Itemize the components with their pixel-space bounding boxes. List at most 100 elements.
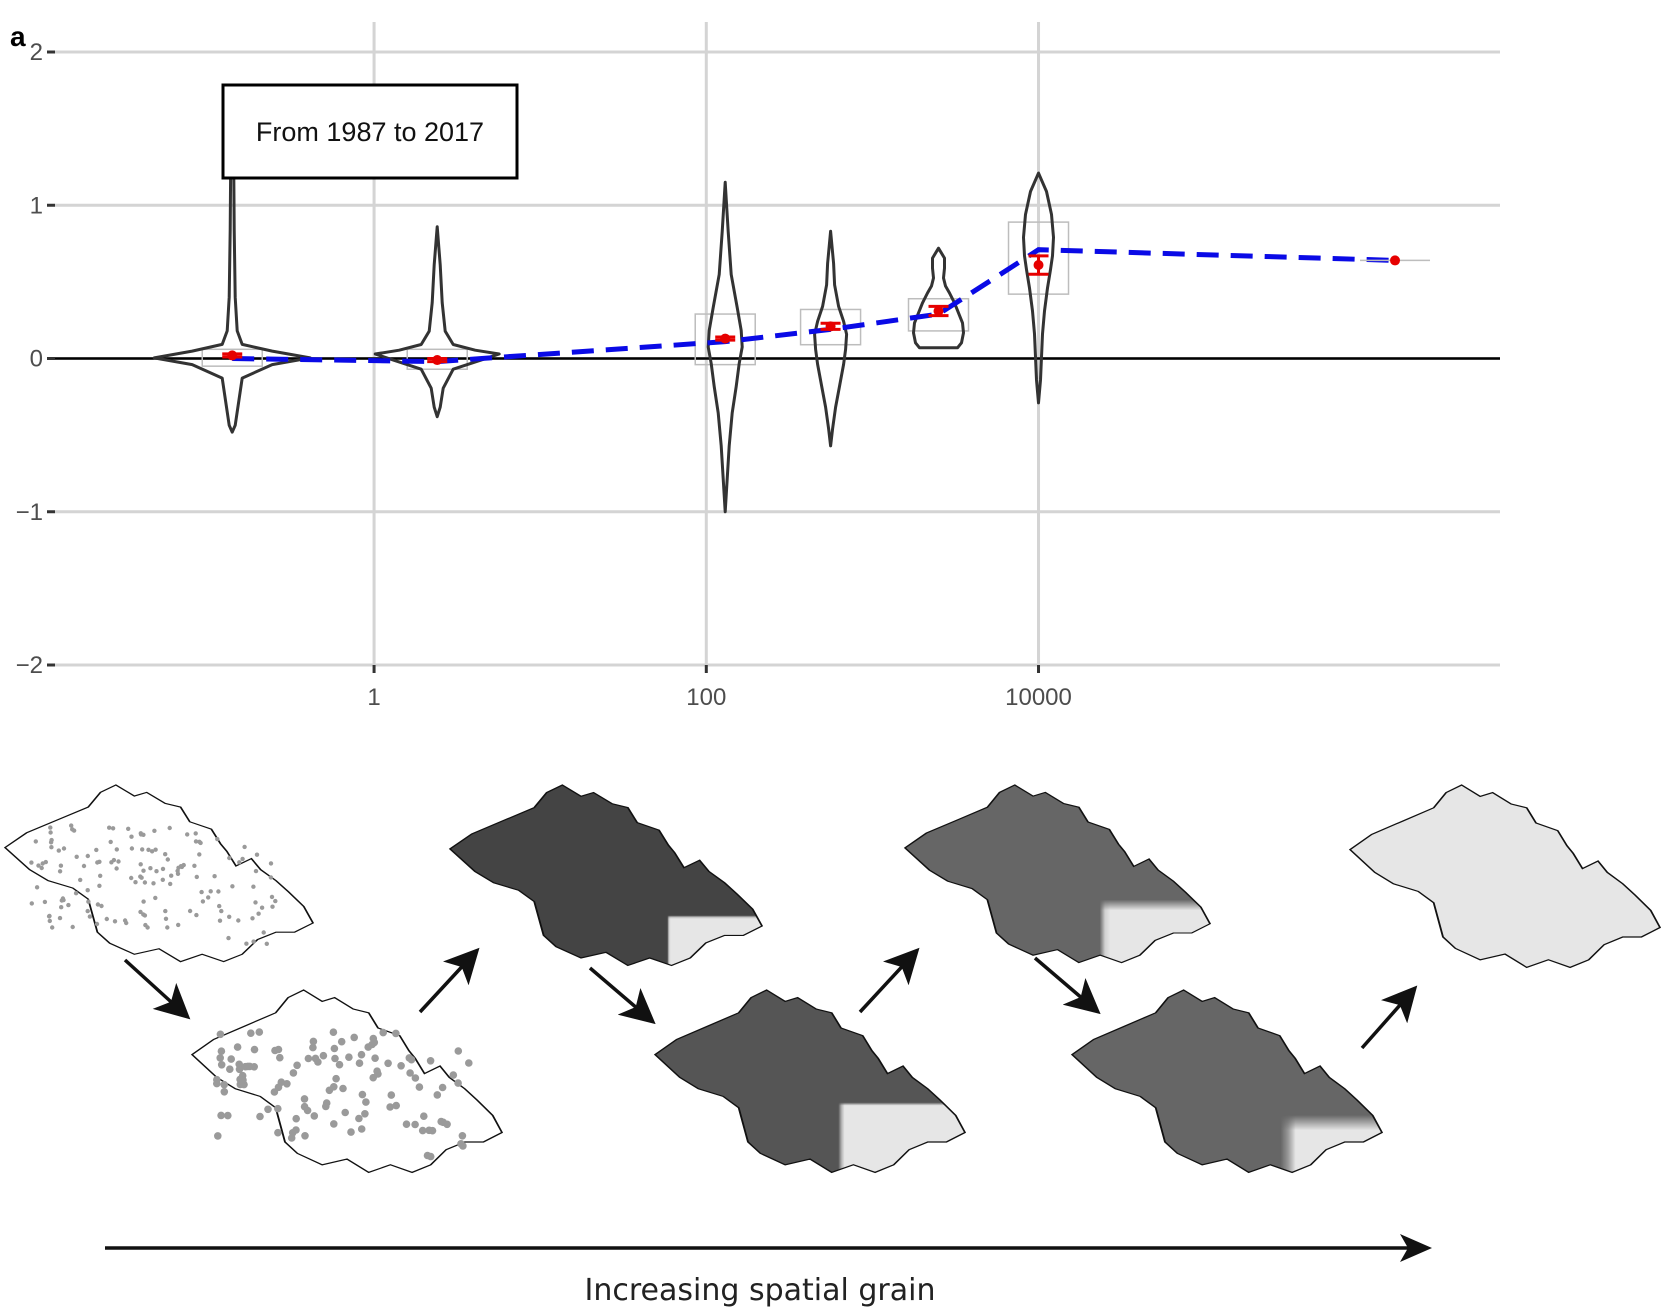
occurrence-point bbox=[138, 862, 143, 867]
occurrence-point bbox=[387, 1091, 396, 1099]
occurrence-point bbox=[371, 1054, 379, 1062]
mean-point-4 bbox=[933, 305, 944, 316]
occurrence-point bbox=[192, 863, 197, 868]
occurrence-point bbox=[300, 1095, 309, 1103]
occurrence-point bbox=[330, 1120, 338, 1128]
occurrence-point bbox=[325, 1086, 334, 1095]
occurrence-point bbox=[114, 847, 120, 852]
arrow-down-3 bbox=[1033, 956, 1101, 1015]
occurrence-point bbox=[94, 921, 100, 927]
occurrence-point bbox=[208, 889, 213, 894]
occurrence-point bbox=[433, 1091, 442, 1099]
axes: 2 1 0 −1 −2 1 100 10000 bbox=[16, 39, 1072, 711]
occurrence-point bbox=[420, 1112, 428, 1120]
occurrence-point bbox=[224, 1111, 232, 1120]
arrow-up-2 bbox=[858, 947, 920, 1014]
occurrence-point bbox=[146, 847, 151, 852]
arrow-up-1 bbox=[418, 947, 480, 1014]
occurrence-point bbox=[220, 1080, 228, 1089]
occurrence-point bbox=[273, 898, 278, 904]
occurrence-point bbox=[129, 846, 135, 851]
inset-legend-text: From 1987 to 2017 bbox=[256, 117, 484, 147]
occurrence-point bbox=[168, 881, 173, 887]
occurrence-point bbox=[438, 1083, 447, 1092]
sparse-point-cloud bbox=[29, 823, 278, 946]
occurrence-point bbox=[42, 899, 48, 905]
occurrence-point bbox=[111, 857, 117, 863]
occurrence-point bbox=[437, 1117, 446, 1126]
occurrence-point bbox=[56, 848, 61, 853]
occurrence-point bbox=[270, 1088, 279, 1096]
occurrence-point bbox=[49, 837, 54, 843]
occurrence-point bbox=[216, 889, 221, 894]
occurrence-point bbox=[374, 1070, 382, 1078]
occurrence-point bbox=[78, 877, 83, 883]
occurrence-point bbox=[362, 1098, 370, 1106]
x-tick-label-0: 1 bbox=[367, 684, 380, 711]
occurrence-point bbox=[233, 1043, 242, 1051]
occurrence-point bbox=[212, 874, 217, 879]
occurrence-point bbox=[216, 1030, 225, 1039]
occurrence-point bbox=[138, 832, 144, 837]
occurrence-point bbox=[217, 1061, 226, 1069]
occurrence-point bbox=[57, 869, 63, 874]
occurrence-point bbox=[411, 1074, 420, 1082]
occurrence-point bbox=[219, 908, 224, 914]
occurrence-point bbox=[217, 1111, 225, 1120]
occurrence-point bbox=[256, 911, 261, 916]
occurrence-point bbox=[332, 1074, 340, 1083]
occurrence-point bbox=[397, 1062, 405, 1070]
occurrence-point bbox=[70, 827, 75, 832]
occurrence-point bbox=[85, 908, 90, 914]
occurrence-point bbox=[283, 1080, 291, 1088]
occurrence-point bbox=[240, 856, 245, 862]
occurrence-point bbox=[426, 1057, 435, 1065]
map-fine-grid bbox=[450, 785, 762, 965]
occurrence-point bbox=[407, 1055, 416, 1064]
occurrence-point bbox=[331, 1054, 339, 1063]
occurrence-point bbox=[292, 1126, 300, 1134]
final-point bbox=[1390, 255, 1401, 266]
arrow-down-1 bbox=[123, 958, 191, 1020]
occurrence-point bbox=[242, 844, 247, 850]
grain-caption: Increasing spatial grain bbox=[585, 1273, 936, 1308]
occurrence-point bbox=[345, 1053, 353, 1061]
occurrence-point bbox=[151, 881, 156, 886]
violins bbox=[152, 93, 1070, 514]
x-tick-label-2: 10000 bbox=[1005, 684, 1072, 711]
occurrence-point bbox=[289, 1069, 298, 1077]
occurrence-point bbox=[310, 1112, 319, 1120]
violin-4 bbox=[912, 246, 965, 350]
occurrence-point bbox=[227, 855, 232, 861]
occurrence-point bbox=[274, 1104, 282, 1113]
occurrence-point bbox=[98, 873, 103, 878]
occurrence-point bbox=[226, 935, 231, 941]
occurrence-point bbox=[246, 1062, 254, 1071]
occurrence-point bbox=[149, 849, 155, 854]
occurrence-point bbox=[458, 1132, 467, 1140]
map-points-sparse bbox=[5, 785, 313, 962]
occurrence-point bbox=[236, 1080, 245, 1089]
occurrence-point bbox=[226, 1065, 234, 1073]
occurrence-point bbox=[425, 1126, 433, 1135]
occurrence-point bbox=[138, 874, 143, 879]
occurrence-point bbox=[259, 905, 265, 910]
occurrence-point bbox=[114, 866, 119, 871]
occurrence-point bbox=[217, 918, 223, 923]
occurrence-point bbox=[122, 918, 128, 923]
mean-point-2 bbox=[720, 333, 731, 344]
arrow-up-3 bbox=[1360, 985, 1418, 1050]
occurrence-point bbox=[40, 861, 45, 866]
occurrence-point bbox=[330, 1044, 339, 1053]
occurrence-point bbox=[274, 1045, 283, 1054]
occurrence-point bbox=[214, 1132, 222, 1140]
occurrence-point bbox=[87, 914, 93, 919]
occurrence-point bbox=[459, 1142, 467, 1150]
occurrence-point bbox=[268, 861, 274, 866]
x-tick-label-1: 100 bbox=[686, 684, 726, 711]
inset-legend-box: From 1987 to 2017 bbox=[221, 83, 519, 180]
occurrence-point bbox=[449, 1071, 458, 1079]
violin-2 bbox=[706, 180, 744, 514]
panel-label: a bbox=[10, 21, 26, 52]
